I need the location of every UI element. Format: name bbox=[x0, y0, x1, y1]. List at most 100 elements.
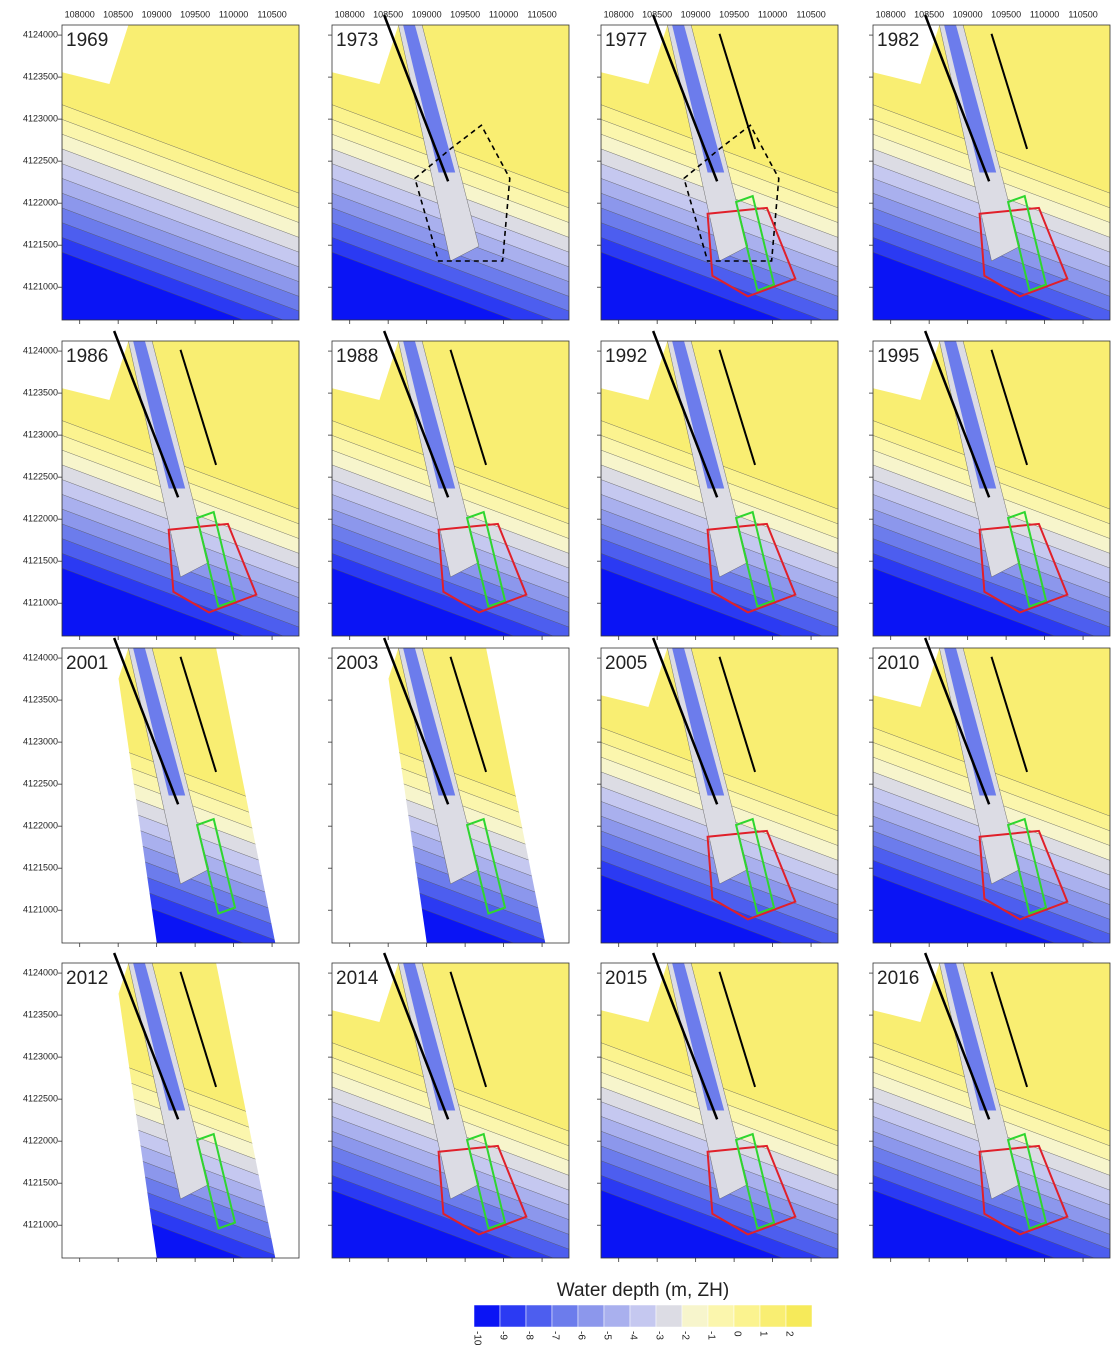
bathymetry bbox=[62, 963, 299, 1258]
jetty bbox=[382, 14, 450, 182]
panel-frame bbox=[600, 962, 839, 1259]
x-tick-label: 108500 bbox=[914, 9, 944, 19]
colorbar-label: -1 bbox=[705, 1331, 716, 1340]
green-box bbox=[195, 817, 237, 915]
green-box bbox=[195, 1132, 237, 1230]
channel-deep bbox=[944, 648, 997, 796]
x-tick-label: 109000 bbox=[953, 9, 983, 19]
jetty bbox=[923, 637, 991, 805]
channel-deep bbox=[672, 25, 725, 173]
y-tick-label: 4121000 bbox=[23, 905, 58, 915]
y-tick-label: 4123500 bbox=[23, 1009, 58, 1019]
red-area bbox=[706, 829, 797, 921]
bathymetry bbox=[601, 648, 838, 943]
channel-deep bbox=[133, 963, 186, 1111]
colorbar-box bbox=[655, 1304, 683, 1328]
x-tick-label: 109000 bbox=[681, 9, 711, 19]
green-box bbox=[734, 1132, 776, 1230]
panel-year: 2005 bbox=[605, 653, 647, 674]
panel-frame bbox=[872, 340, 1111, 637]
y-tick-label: 4123500 bbox=[23, 71, 58, 81]
panel-year: 2010 bbox=[877, 653, 919, 674]
green-box bbox=[465, 510, 507, 608]
depth-band bbox=[332, 1189, 515, 1258]
channel-deep bbox=[672, 341, 725, 489]
y-tick-label: 4121500 bbox=[23, 240, 58, 250]
colorbar-box bbox=[733, 1304, 761, 1328]
panel-year: 2001 bbox=[66, 653, 108, 674]
bathymetry bbox=[601, 963, 838, 1258]
x-tick-label: 108000 bbox=[876, 9, 906, 19]
panel-frame bbox=[872, 24, 1111, 321]
panel-frame bbox=[331, 962, 570, 1259]
no-data bbox=[216, 648, 299, 943]
bathymetry bbox=[873, 963, 1110, 1258]
bathymetry bbox=[332, 25, 569, 320]
no-data bbox=[873, 648, 940, 707]
no-data bbox=[62, 648, 157, 943]
jetty bbox=[990, 349, 1029, 466]
no-data bbox=[601, 963, 668, 1022]
colorbar-box bbox=[759, 1304, 787, 1328]
panel-year: 1988 bbox=[336, 346, 378, 367]
red-area bbox=[978, 522, 1069, 614]
jetty bbox=[179, 971, 218, 1088]
x-tick-label: 110500 bbox=[527, 9, 556, 19]
no-data bbox=[601, 648, 668, 707]
red-area bbox=[437, 1144, 528, 1236]
green-box bbox=[195, 510, 237, 608]
depth-band bbox=[873, 1189, 1056, 1258]
green-box bbox=[1006, 1132, 1048, 1230]
jetty bbox=[923, 14, 991, 182]
no-data bbox=[332, 963, 399, 1022]
jetty bbox=[718, 349, 757, 466]
x-tick-label: 110500 bbox=[257, 9, 286, 19]
channel-deep bbox=[672, 963, 725, 1111]
y-tick-label: 4122500 bbox=[23, 779, 58, 789]
no-data bbox=[332, 341, 399, 400]
dredge-outline bbox=[413, 124, 511, 262]
no-data bbox=[332, 648, 427, 943]
x-tick-label: 110000 bbox=[1030, 9, 1059, 19]
jetty bbox=[718, 33, 757, 150]
y-tick-label: 4121000 bbox=[23, 282, 58, 292]
channel-deep bbox=[672, 648, 725, 796]
jetty bbox=[382, 330, 450, 498]
jetty bbox=[382, 637, 450, 805]
y-tick-label: 4121000 bbox=[23, 598, 58, 608]
channel-deep bbox=[133, 648, 186, 796]
colorbar-label: 1 bbox=[757, 1331, 768, 1337]
no-data bbox=[601, 25, 668, 84]
legend-title: Water depth (m, ZH) bbox=[557, 1280, 729, 1301]
x-tick-label: 109000 bbox=[142, 9, 172, 19]
bathymetry bbox=[873, 648, 1110, 943]
no-data bbox=[62, 963, 157, 1258]
x-tick-label: 109000 bbox=[412, 9, 442, 19]
y-tick-label: 4121500 bbox=[23, 863, 58, 873]
bathymetry bbox=[332, 648, 569, 943]
bathymetry bbox=[601, 25, 838, 320]
panel-year: 1969 bbox=[66, 30, 108, 51]
depth-band bbox=[332, 567, 515, 636]
jetty bbox=[382, 952, 450, 1120]
no-data bbox=[873, 25, 940, 84]
x-tick-label: 108500 bbox=[642, 9, 672, 19]
panel-frame bbox=[872, 647, 1111, 944]
channel-deep bbox=[944, 341, 997, 489]
depth-band bbox=[62, 567, 245, 636]
no-data bbox=[873, 963, 940, 1022]
depth-band bbox=[62, 251, 245, 320]
channel-deep bbox=[403, 341, 456, 489]
bathymetry bbox=[873, 25, 1110, 320]
y-tick-label: 4121500 bbox=[23, 1178, 58, 1188]
y-tick-label: 4124000 bbox=[23, 29, 58, 39]
red-area bbox=[167, 522, 258, 614]
panel-year: 1982 bbox=[877, 30, 919, 51]
colorbar-label: -8 bbox=[523, 1331, 534, 1340]
y-tick-label: 4122500 bbox=[23, 1094, 58, 1104]
y-tick-label: 4121000 bbox=[23, 1220, 58, 1230]
bathymetry bbox=[62, 648, 299, 943]
x-tick-label: 110500 bbox=[796, 9, 825, 19]
panel-frame bbox=[61, 24, 300, 321]
depth-band bbox=[601, 251, 784, 320]
